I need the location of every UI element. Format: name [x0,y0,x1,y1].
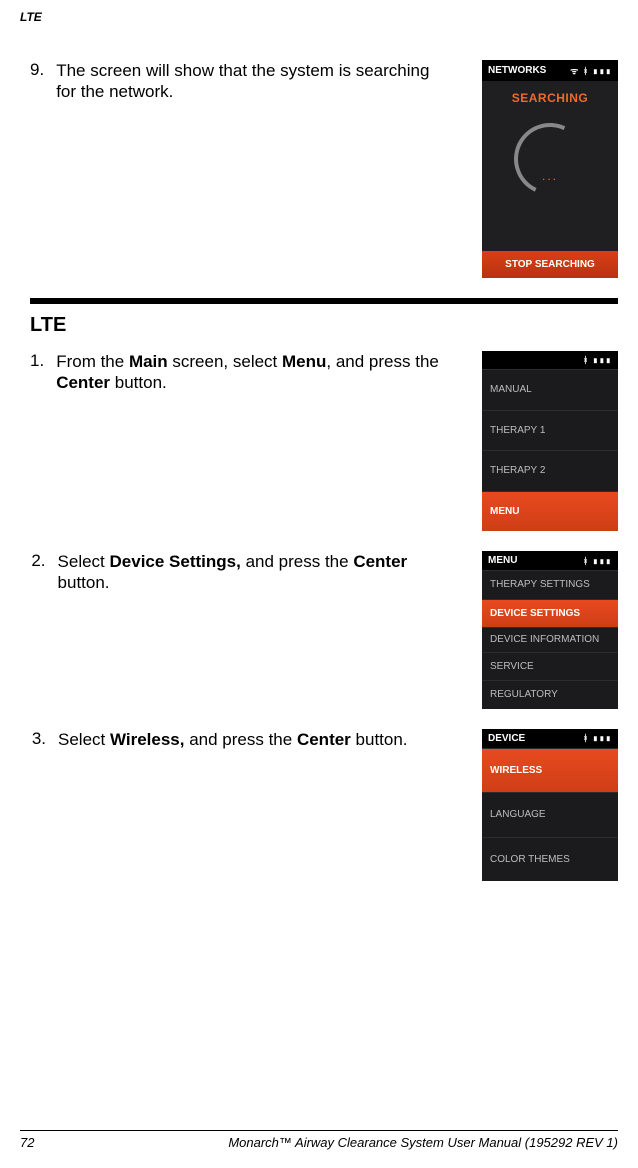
menu-item[interactable]: MANUAL [482,369,618,410]
menu-item[interactable]: COLOR THEMES [482,837,618,882]
menu-item[interactable]: LANGUAGE [482,792,618,837]
step-3-row: 3. Select Wireless, and press the Center… [30,729,618,882]
menu-item[interactable]: REGULATORY [482,680,618,709]
step-1-body: From the Main screen, select Menu, and p… [56,351,452,394]
menu-item[interactable]: MENU [482,491,618,532]
step-3-body: Select Wireless, and press the Center bu… [58,729,408,750]
status-icons: ᚼ ▮▮▮ [583,556,612,566]
step-2-row: 2. Select Device Settings, and press the… [30,551,618,709]
t: Center [353,552,407,571]
step-1-text: 1. From the Main screen, select Menu, an… [30,351,482,394]
step-2-body: Select Device Settings, and press the Ce… [58,551,452,594]
status-icons: ᚼ ▮▮▮ [583,355,612,365]
t: button. [110,373,167,392]
device-screen-device: DEVICE ᚼ ▮▮▮ WIRELESSLANGUAGECOLOR THEME… [482,729,618,882]
spinner-arc [504,113,596,205]
t: Center [297,730,351,749]
step-9-row: 9. The screen will show that the system … [30,60,618,278]
step-9-number: 9. [30,60,56,103]
device-header: MENU ᚼ ▮▮▮ [482,551,618,570]
status-icons: ᯤ ᚼ ▮▮▮ [570,64,612,77]
page-number: 72 [20,1135,34,1150]
step-2-number: 2. [30,551,58,594]
t: and press the [184,730,296,749]
t: Center [56,373,110,392]
section-title: LTE [30,314,618,337]
t: and press the [241,552,353,571]
menu-item[interactable]: THERAPY 1 [482,410,618,451]
device-header: ᚼ ▮▮▮ [482,351,618,369]
menu-item[interactable]: WIRELESS [482,748,618,793]
step-2-text: 2. Select Device Settings, and press the… [30,551,482,594]
searching-label: SEARCHING [482,81,618,105]
t: Wireless, [110,730,185,749]
t: screen, select [168,352,282,371]
step-3-text: 3. Select Wireless, and press the Center… [30,729,482,750]
running-header: LTE [20,10,42,24]
t: Select [58,552,110,571]
step-1-number: 1. [30,351,56,394]
device-header: DEVICE ᚼ ▮▮▮ [482,729,618,748]
status-icons: ᚼ ▮▮▮ [583,733,612,743]
page-content: 9. The screen will show that the system … [0,0,638,881]
device-screen-networks: NETWORKS ᯤ ᚼ ▮▮▮ SEARCHING ... STOP SEAR… [482,60,618,278]
section-divider [30,298,618,304]
t: Menu [282,352,326,371]
t: From the [56,352,129,371]
step-9-body: The screen will show that the system is … [56,60,452,103]
step-1-row: 1. From the Main screen, select Menu, an… [30,351,618,531]
t: button. [58,573,110,592]
stop-searching-button[interactable]: STOP SEARCHING [482,251,618,278]
footer-title: Monarch™ Airway Clearance System User Ma… [228,1135,618,1150]
step-3-number: 3. [30,729,58,750]
t: Select [58,730,110,749]
menu-item[interactable]: DEVICE SETTINGS [482,599,618,628]
device-header-title: DEVICE [488,733,525,744]
t: button. [351,730,408,749]
device-header-title: NETWORKS [488,65,546,76]
device-header: NETWORKS ᯤ ᚼ ▮▮▮ [482,60,618,81]
step-9-text: 9. The screen will show that the system … [30,60,482,103]
menu-item[interactable]: THERAPY 2 [482,450,618,491]
t: , and press the [326,352,438,371]
page-footer: 72 Monarch™ Airway Clearance System User… [20,1130,618,1150]
menu-item[interactable]: SERVICE [482,652,618,681]
t: Main [129,352,168,371]
device-screen-menu: MENU ᚼ ▮▮▮ THERAPY SETTINGSDEVICE SETTIN… [482,551,618,709]
menu-item[interactable]: THERAPY SETTINGS [482,570,618,599]
networks-body: SEARCHING ... [482,81,618,251]
t: Device Settings, [110,552,241,571]
device-screen-main: ᚼ ▮▮▮ MANUALTHERAPY 1THERAPY 2MENU [482,351,618,531]
device-header-title: MENU [488,555,517,566]
menu-item[interactable]: DEVICE INFORMATION [482,627,618,652]
spinner-dots: ... [542,169,558,183]
